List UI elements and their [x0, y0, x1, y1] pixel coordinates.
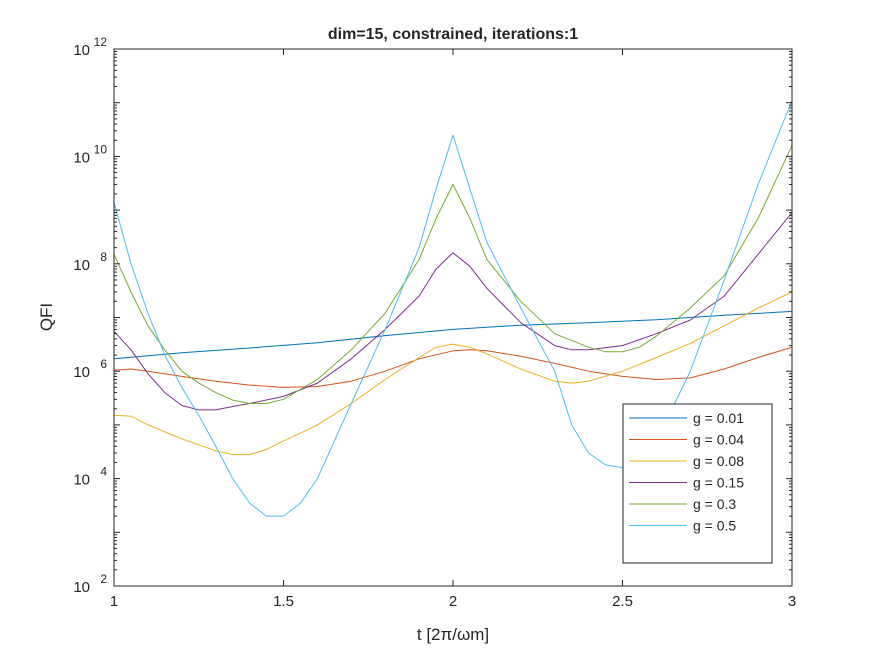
x-tick-label: 1 — [110, 593, 118, 610]
y-tick-label: 10 — [73, 472, 90, 489]
y-tick-base: 10 — [73, 472, 90, 489]
x-tick-label: 3 — [788, 593, 796, 610]
y-tick-exponent: 6 — [100, 357, 107, 371]
x-ticks: 1 1.5 2 2.5 3 — [110, 49, 796, 610]
x-tick-label: 2 — [449, 593, 457, 610]
series-line-3 — [114, 291, 792, 456]
y-tick-exponent: 12 — [94, 35, 108, 49]
y-tick-base: 10 — [73, 149, 90, 166]
y-tick-label: 10 — [73, 257, 90, 274]
legend-label: g = 0.15 — [693, 475, 744, 491]
y-ticks: 10 2 10 4 10 6 10 8 10 10 10 12 — [73, 35, 792, 596]
y-axis-label: QFI — [37, 303, 56, 331]
y-tick-label: 10 — [73, 364, 90, 381]
x-tick-label: 2.5 — [612, 593, 633, 610]
y-tick-base: 10 — [73, 364, 90, 381]
legend-label: g = 0.08 — [693, 453, 744, 469]
y-tick-exponent: 8 — [100, 250, 107, 264]
y-tick-exponent: 4 — [100, 465, 107, 479]
y-tick-exponent: 2 — [100, 572, 107, 586]
legend-label: g = 0.3 — [693, 496, 736, 512]
series-line-4 — [114, 212, 792, 411]
series-line-1 — [114, 310, 792, 360]
y-tick-label: 10 — [73, 42, 90, 59]
y-tick-label: 10 — [73, 149, 90, 166]
y-tick-label: 10 — [73, 579, 90, 596]
y-tick-base: 10 — [73, 579, 90, 596]
x-axis-label: t [2π/ωm] — [417, 625, 489, 644]
legend-box — [622, 403, 773, 564]
y-tick-base: 10 — [73, 257, 90, 274]
legend: g = 0.01 g = 0.04 g = 0.08 g = 0.15 g = 0.3 g… — [622, 403, 773, 564]
series-line-5 — [114, 145, 792, 404]
chart-title: dim=15, constrained, iterations:1 — [328, 26, 578, 43]
x-tick-label: 1.5 — [273, 593, 294, 610]
y-tick-exponent: 10 — [94, 142, 108, 156]
legend-label: g = 0.5 — [693, 518, 736, 534]
y-tick-base: 10 — [73, 42, 90, 59]
series-line-2 — [114, 346, 792, 388]
legend-label: g = 0.04 — [693, 432, 744, 448]
legend-label: g = 0.01 — [693, 410, 744, 426]
